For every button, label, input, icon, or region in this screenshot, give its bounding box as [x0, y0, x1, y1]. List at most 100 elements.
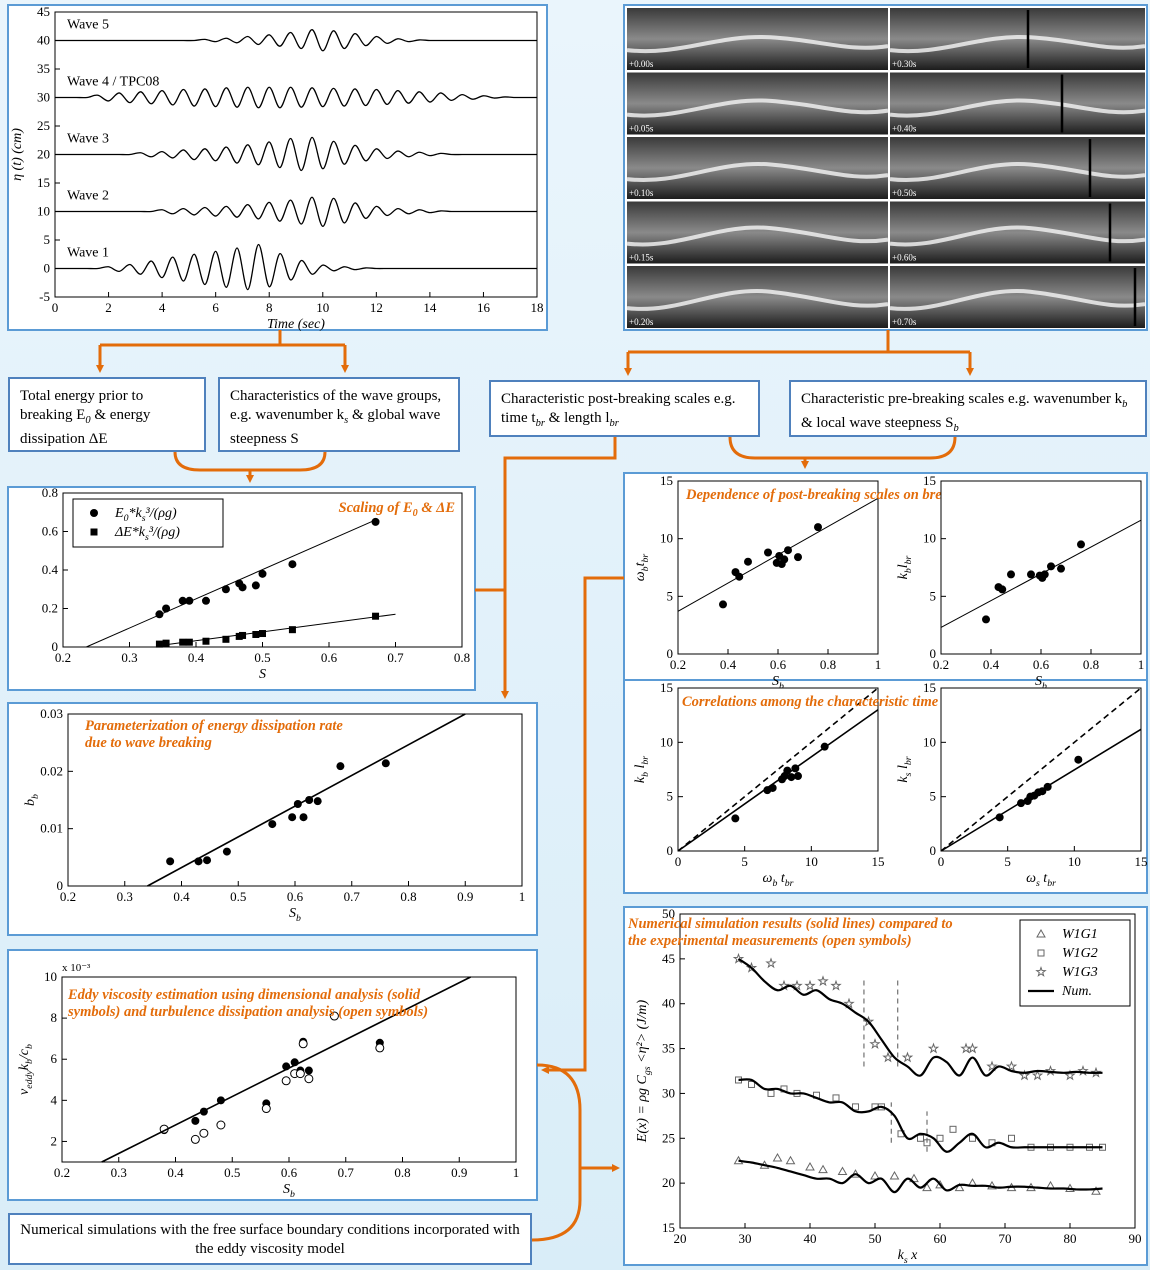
- point: [814, 523, 822, 532]
- photo-time-label: +0.50s: [892, 188, 917, 198]
- wave-surface: [626, 225, 889, 247]
- point: [375, 1043, 385, 1053]
- subscript: s: [344, 415, 349, 426]
- y-tick-label: 10: [923, 531, 936, 546]
- x-tick-label: 1: [519, 889, 526, 904]
- x-tick-label: 0.4: [983, 657, 1000, 672]
- point: [295, 1069, 305, 1079]
- y-tick-label: 10: [660, 734, 673, 749]
- point: [1038, 787, 1047, 796]
- y-tick-label: 5: [667, 588, 674, 603]
- x-tick-label: 0.5: [230, 889, 246, 904]
- photo-time-label: +0.05s: [629, 124, 654, 134]
- x-tick-label: 0: [52, 300, 59, 315]
- point: [869, 1038, 881, 1049]
- photo-frame: [890, 266, 1145, 328]
- subscript: gs: [642, 1066, 653, 1075]
- text-part: Total energy prior to breaking E: [20, 388, 144, 423]
- point: [995, 813, 1004, 822]
- x-tick-label: 2: [105, 300, 112, 315]
- x-tick-label: 0.2: [60, 889, 76, 904]
- text-part: k: [898, 1248, 905, 1263]
- text-part: Characteristic pre-breaking scales e.g. …: [801, 391, 1123, 407]
- x-axis-label: Time (sec): [267, 317, 325, 332]
- x-tick-label: 4: [159, 300, 166, 315]
- x-tick-label: 10: [1068, 854, 1081, 869]
- subscript: br: [1047, 878, 1056, 889]
- y-tick-label: 30: [662, 1085, 675, 1100]
- subscript: b: [1122, 399, 1128, 410]
- point: [772, 1153, 783, 1162]
- series-label: Wave 5: [67, 18, 109, 33]
- point: [199, 1128, 209, 1138]
- legend-label: Num.: [1061, 984, 1092, 999]
- point: [882, 1051, 894, 1063]
- plot-area: [677, 687, 879, 852]
- chart: 0 2 4 6 8 10 12 14 16 18-5051015202530354045Time …: [10, 4, 544, 332]
- x-tick-label: 40: [804, 1231, 817, 1246]
- x-tick-label: 8: [266, 300, 273, 315]
- point: [719, 600, 727, 609]
- y-tick-label: 45: [662, 951, 675, 966]
- point: [832, 1094, 840, 1102]
- connector: [100, 330, 345, 347]
- y-axis-label: E(x) = ρg Cgs <η²> (J/m): [635, 999, 653, 1143]
- point: [162, 604, 171, 613]
- y-tick-label: 40: [662, 996, 675, 1011]
- point: [765, 957, 777, 969]
- x-tick-label: 0.7: [387, 650, 404, 665]
- text-part: t: [777, 871, 786, 886]
- point: [935, 1179, 945, 1189]
- point: [329, 1011, 339, 1021]
- point: [203, 856, 212, 865]
- subscript: b: [640, 566, 651, 571]
- point: [949, 1125, 957, 1133]
- chart-title: the experimental measurements (open symb…: [628, 933, 912, 949]
- chart: 0.2 0.3 0.4 0.5 0.6 0.7 0.800.20.40.60.8SE0*ks…: [42, 485, 470, 682]
- subscript: b: [640, 772, 651, 777]
- x-tick-label: 0.9: [451, 1165, 467, 1180]
- subscript: b: [772, 878, 777, 889]
- x-tick-label: 70: [999, 1231, 1012, 1246]
- legend-label: W1G2: [1062, 946, 1098, 961]
- x-tick-label: 1: [513, 1165, 520, 1180]
- photo-time-label: +0.20s: [629, 317, 654, 327]
- chart-title: Scaling of E0 & ΔE: [339, 500, 456, 519]
- text-part: S: [289, 906, 296, 921]
- y-tick-label: 5: [930, 789, 937, 804]
- point: [336, 762, 345, 771]
- text-part: l: [896, 564, 911, 568]
- x-axis-label: Sb: [283, 1182, 295, 1200]
- point: [731, 814, 740, 823]
- y-tick-label: 25: [662, 1130, 675, 1145]
- wave-surface: [626, 288, 889, 311]
- y-tick-label: 35: [662, 1041, 675, 1056]
- x-tick-label: 60: [934, 1231, 947, 1246]
- x-tick-label: 0.4: [167, 1165, 184, 1180]
- text-part: ΔE*k: [114, 525, 146, 540]
- series-line: [677, 497, 879, 612]
- photo-frame: [627, 266, 888, 328]
- point: [936, 1134, 944, 1142]
- point: [804, 979, 816, 991]
- x-tick-label: 0.2: [933, 657, 949, 672]
- photo-frame: [890, 201, 1145, 264]
- x-tick-label: 10: [316, 300, 329, 315]
- subscript: b: [24, 1059, 35, 1064]
- point: [261, 1104, 271, 1114]
- point: [780, 555, 789, 564]
- arrow: [541, 576, 624, 1074]
- y-tick-label: 0: [930, 843, 937, 858]
- wave-surface: [626, 98, 889, 118]
- subscript: br: [903, 756, 914, 765]
- y-tick-label: 0.2: [42, 601, 58, 616]
- y-tick-label: 0.8: [42, 485, 58, 500]
- text-part: /c: [17, 1048, 32, 1060]
- series-label: Wave 3: [67, 132, 109, 147]
- point: [744, 557, 752, 566]
- point: [805, 1161, 815, 1171]
- text-part: t: [1040, 871, 1049, 886]
- y-tick-label: 15: [923, 680, 936, 695]
- y-axis-label: ks lbr: [896, 756, 914, 782]
